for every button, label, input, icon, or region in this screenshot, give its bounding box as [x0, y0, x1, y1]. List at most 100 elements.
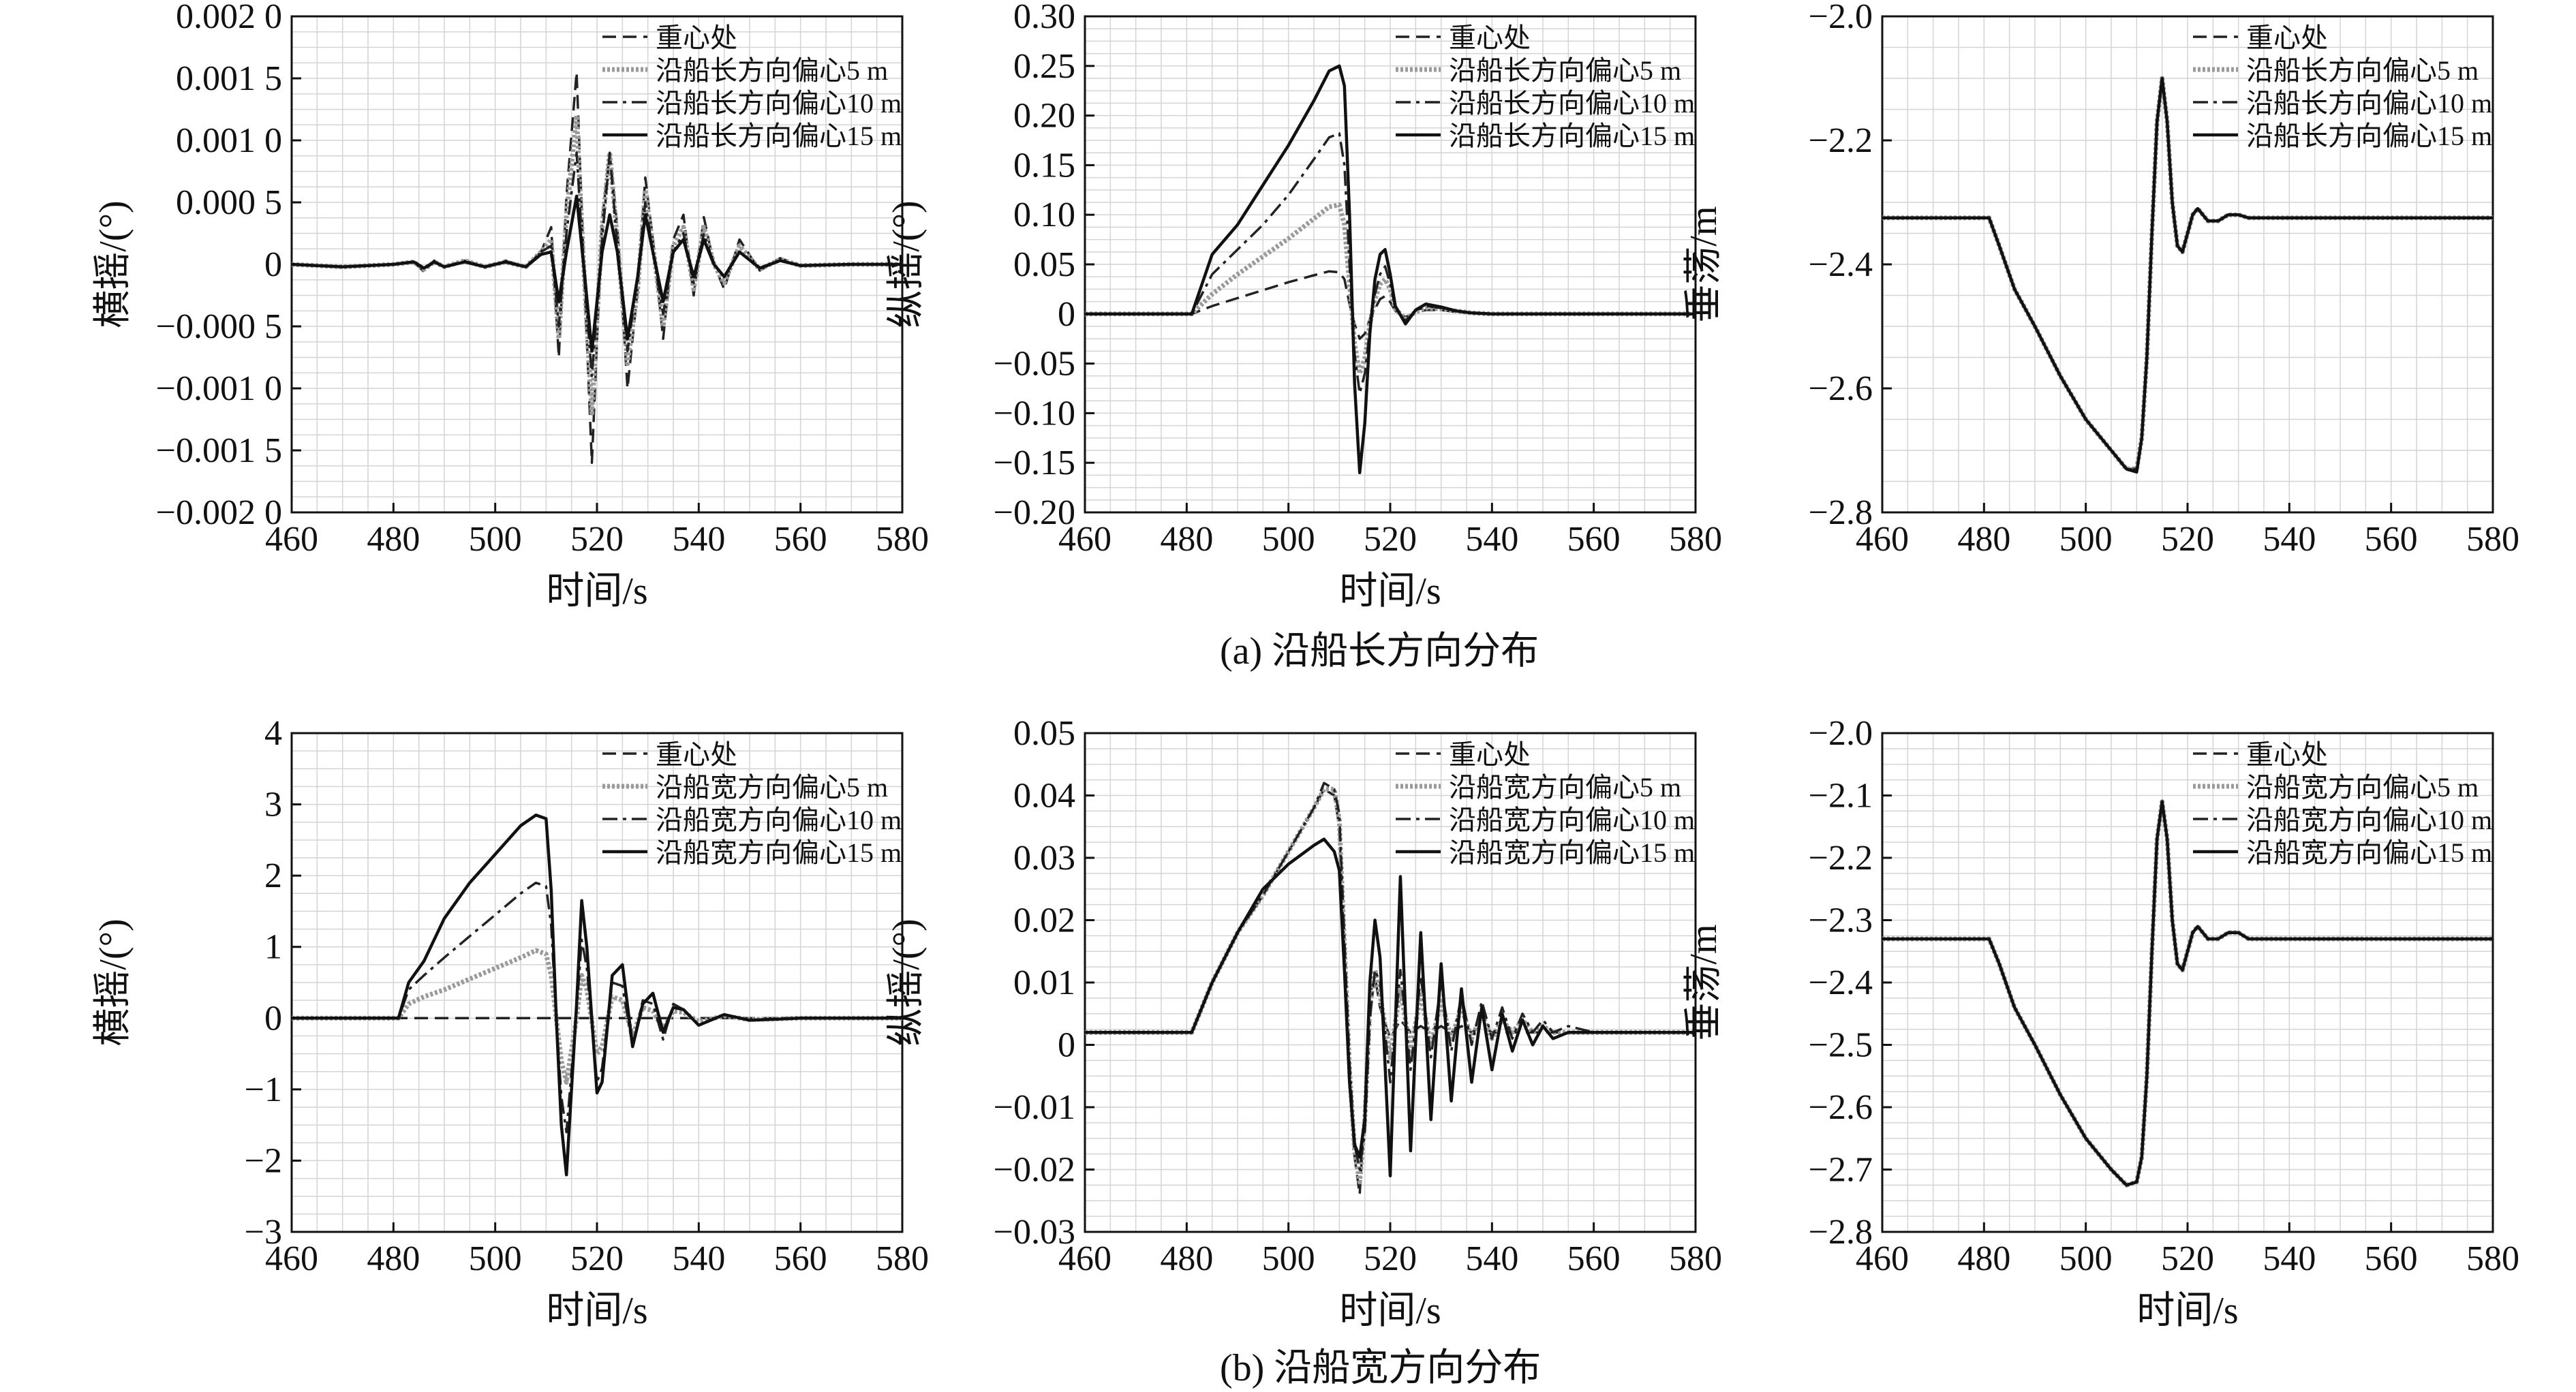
y-tick-label: −2.5: [1809, 1026, 1873, 1065]
y-tick-label: 1: [264, 928, 282, 967]
legend-label-4: 沿船宽方向偏心15 m: [2246, 837, 2492, 868]
x-tick-label: 500: [1262, 1239, 1315, 1278]
x-tick-label: 540: [1465, 520, 1518, 559]
y-tick-label: 0: [1058, 1026, 1075, 1065]
x-tick-label: 460: [265, 520, 318, 559]
y-tick-label: −2.0: [1809, 0, 1873, 36]
y-axis-label: 垂荡/m: [1683, 924, 1725, 1040]
chart-panel-2: 460 480 500 520 540 560 580 0.30 0.25 0.20 0.15 0.1…: [885, 0, 1722, 613]
y-tick-label: 2: [264, 856, 282, 895]
y-tick-label: −2.0: [1809, 714, 1873, 753]
x-tick-label: 540: [2263, 520, 2316, 559]
legend-label-4: 沿船宽方向偏心15 m: [1449, 837, 1695, 868]
caption-row-b: (b) 沿船宽方向分布: [1220, 1347, 1542, 1389]
series-line-3: [1085, 782, 1696, 1171]
y-tick-label: 0.05: [1013, 714, 1075, 753]
series-line-2: [1085, 786, 1696, 1185]
x-tick-label: 480: [1160, 520, 1213, 559]
x-tick-label: 500: [2059, 1239, 2113, 1278]
series-line-4: [1085, 837, 1696, 1177]
caption-row-a: (a) 沿船长方向分布: [1220, 630, 1539, 672]
chart-panel-4: 460 480 500 520 540 560 580 4 3 2 1 0 −1 −2 −3 时间/s 横摇/(…: [92, 714, 929, 1332]
x-tick-label: 560: [1567, 520, 1621, 559]
y-tick-label: 0.01: [1013, 963, 1075, 1002]
series-line-2: [1085, 202, 1696, 376]
x-tick-label: 460: [265, 1239, 318, 1278]
legend-label-3: 沿船宽方向偏心10 m: [1449, 805, 1695, 835]
x-tick-label: 560: [774, 520, 827, 559]
legend-label-1: 重心处: [1449, 22, 1531, 53]
legend-label-2: 沿船长方向偏心5 m: [2246, 55, 2479, 86]
x-tick-label: 460: [1058, 1239, 1111, 1278]
y-tick-label: −0.10: [994, 394, 1075, 433]
x-tick-label: 540: [1465, 1239, 1518, 1278]
legend-label-3: 沿船长方向偏心10 m: [656, 88, 902, 119]
y-tick-label: 0.05: [1013, 245, 1075, 284]
x-tick-label: 500: [1262, 520, 1315, 559]
series-line-4: [292, 814, 902, 1177]
y-tick-label: −0.001 5: [156, 431, 282, 470]
legend-label-1: 重心处: [2246, 22, 2328, 53]
grid: [1882, 733, 2493, 1232]
x-tick-label: 520: [2161, 520, 2214, 559]
series-line-1: [1085, 270, 1696, 340]
y-tick-label: 0.15: [1013, 146, 1075, 185]
y-axis-label: 横摇/(°): [92, 200, 134, 328]
grid: [1085, 16, 1696, 512]
x-tick-label: 480: [1957, 1239, 2010, 1278]
x-tick-label: 580: [2466, 1239, 2519, 1278]
x-axis-label: 时间/s: [2136, 1290, 2238, 1332]
x-tick-label: 460: [1856, 1239, 1909, 1278]
x-tick-label: 520: [570, 1239, 624, 1278]
y-tick-label: 0.002 0: [176, 0, 282, 36]
legend-label-1: 重心处: [1449, 739, 1531, 770]
legend-label-3: 沿船宽方向偏心10 m: [656, 805, 902, 835]
y-tick-label: −0.03: [994, 1213, 1075, 1252]
y-tick-label: −2.2: [1809, 121, 1873, 160]
y-tick-label: −2.1: [1809, 777, 1873, 816]
legend-label-4: 沿船宽方向偏心15 m: [656, 837, 902, 868]
y-tick-label: −0.15: [994, 444, 1075, 482]
y-tick-label: 0.25: [1013, 47, 1075, 86]
y-tick-label: 0.001 5: [176, 59, 282, 98]
legend-label-4: 沿船长方向偏心15 m: [2246, 121, 2492, 151]
y-tick-label: 4: [264, 714, 282, 753]
y-tick-label: −2.4: [1809, 963, 1873, 1002]
y-tick-label: 3: [264, 786, 282, 824]
y-tick-label: −2.3: [1809, 901, 1873, 940]
x-tick-label: 460: [1058, 520, 1111, 559]
y-tick-label: −0.000 5: [156, 307, 282, 346]
x-tick-label: 520: [570, 520, 624, 559]
y-tick-label: 0.04: [1013, 777, 1075, 816]
y-tick-label: −2: [245, 1141, 282, 1180]
x-tick-label: 540: [672, 520, 725, 559]
y-axis-label: 纵摇/(°): [885, 918, 927, 1046]
legend-label-3: 沿船宽方向偏心10 m: [2246, 805, 2492, 835]
y-tick-label: −0.002 0: [156, 493, 282, 532]
x-axis-label: 时间/s: [546, 570, 647, 613]
x-tick-label: 580: [1669, 1239, 1722, 1278]
x-tick-label: 580: [876, 520, 929, 559]
y-axis-label: 纵摇/(°): [885, 200, 927, 328]
series-line-2: [292, 948, 902, 1085]
y-tick-label: −2.8: [1809, 1213, 1873, 1252]
y-tick-label: 0: [264, 245, 282, 284]
x-tick-label: 540: [672, 1239, 725, 1278]
y-tick-label: 0.02: [1013, 901, 1075, 940]
x-tick-label: 520: [1364, 520, 1417, 559]
legend-label-1: 重心处: [656, 739, 737, 770]
chart-panel-6: 460 480 500 520 540 560 580 −2.0 −2.1 −2.2 −2.3 −2.…: [1683, 714, 2519, 1332]
x-tick-label: 580: [2466, 520, 2519, 559]
x-tick-label: 540: [2263, 1239, 2316, 1278]
x-axis-label: 时间/s: [546, 1290, 647, 1332]
legend-label-4: 沿船长方向偏心15 m: [1449, 121, 1695, 151]
series-line-4: [1882, 800, 2493, 1187]
x-tick-label: 520: [1364, 1239, 1417, 1278]
x-axis-label: 时间/s: [1339, 570, 1441, 613]
x-tick-label: 500: [2059, 520, 2113, 559]
y-tick-label: 0.10: [1013, 196, 1075, 234]
x-tick-label: 560: [774, 1239, 827, 1278]
y-tick-label: −2.2: [1809, 839, 1873, 878]
